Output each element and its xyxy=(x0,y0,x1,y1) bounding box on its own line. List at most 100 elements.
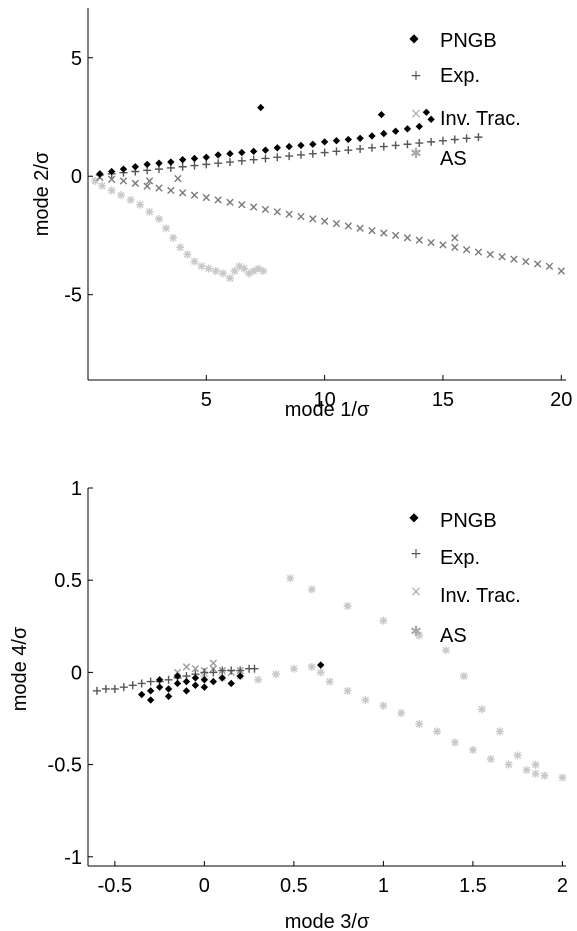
bottom-series-exp xyxy=(92,664,259,695)
bottom-point-as xyxy=(477,705,486,714)
bottom-point-as xyxy=(379,701,388,710)
top-point-pngb xyxy=(107,167,116,176)
top-point-exp xyxy=(237,156,246,165)
bottom-point-as xyxy=(558,773,567,782)
top-point-inv-trac xyxy=(107,175,116,184)
top-point-exp xyxy=(344,146,353,155)
top-point-inv-trac xyxy=(131,179,140,188)
bottom-point-pngb xyxy=(191,681,200,689)
top-point-pngb xyxy=(155,159,163,167)
top-point-pngb xyxy=(320,138,329,146)
top-point-exp xyxy=(214,159,223,168)
bottom-point-exp xyxy=(110,684,119,693)
bottom-point-exp xyxy=(101,684,110,693)
bottom-point-exp xyxy=(128,681,137,690)
top-series-pngb xyxy=(96,103,435,178)
bottom-point-exp xyxy=(250,664,259,673)
top-point-pngb xyxy=(119,165,128,173)
top-point-pngb xyxy=(368,132,376,140)
top-series-as xyxy=(91,176,268,283)
bottom-point-as xyxy=(325,677,334,686)
top-point-pngb xyxy=(344,135,352,144)
bottom-axes: -0.5 0 0.5 1 1.5 2 -1 -0.5 0 0.5 1 xyxy=(48,478,568,897)
bottom-x-tick-label: 2 xyxy=(557,875,568,897)
top-point-pngb xyxy=(202,153,210,161)
bottom-point-inv-trac xyxy=(191,665,200,673)
top-x-tick-label: 15 xyxy=(432,389,454,411)
top-legend-marker-exp: + xyxy=(410,68,422,84)
top-point-pngb xyxy=(427,115,435,124)
top-point-pngb xyxy=(356,134,364,142)
top-point-exp xyxy=(308,149,317,158)
top-point-exp xyxy=(178,162,187,171)
top-y-tick-label: 5 xyxy=(71,48,82,70)
top-legend-marker-inv: × xyxy=(410,106,422,122)
top-point-as xyxy=(240,264,249,273)
top-point-inv-trac xyxy=(155,184,163,192)
top-x-ticks: 5 10 15 20 xyxy=(201,375,572,411)
bottom-point-as xyxy=(271,670,280,679)
top-legend-marker-pngb: ◆ xyxy=(409,31,419,45)
top-series-inv-trac xyxy=(96,173,565,275)
top-point-inv-trac xyxy=(451,243,459,252)
top-point-inv-trac xyxy=(119,177,128,185)
top-point-exp xyxy=(450,135,459,144)
top-chart: 5 10 15 20 -5 0 5 mode 1/σ mode 2/σ ◆ PNGB + … xyxy=(31,8,572,421)
top-point-inv-trac xyxy=(427,238,435,247)
top-point-exp xyxy=(261,154,270,163)
bottom-x-tick-label: 1.5 xyxy=(459,875,487,897)
bottom-chart: -0.5 0 0.5 1 1.5 2 -1 -0.5 0 0.5 1 mode 3/σ mode … xyxy=(9,478,568,931)
bottom-point-exp xyxy=(209,668,218,677)
bottom-point-as xyxy=(343,602,352,611)
top-point-pngb xyxy=(273,144,281,152)
bottom-series-pngb xyxy=(138,661,325,704)
top-point-inv-trac xyxy=(344,222,352,230)
top-point-as xyxy=(91,176,100,185)
bottom-point-pngb xyxy=(317,661,325,669)
bottom-point-pngb xyxy=(209,677,217,686)
top-y-axis-label: mode 2/σ xyxy=(31,151,53,236)
top-point-exp xyxy=(379,142,388,151)
top-point-exp xyxy=(367,143,376,152)
bottom-point-as xyxy=(307,662,316,671)
top-point-as xyxy=(98,181,107,190)
top-point-inv-trac xyxy=(545,262,554,270)
top-point-pngb xyxy=(422,108,431,116)
top-point-exp xyxy=(356,144,365,153)
top-point-inv-trac xyxy=(557,267,565,275)
bottom-point-as xyxy=(442,646,451,655)
top-point-inv-trac xyxy=(415,236,423,244)
bottom-data-layer xyxy=(92,574,567,782)
bottom-point-pngb xyxy=(146,696,155,704)
bottom-y-axis-label: mode 4/σ xyxy=(9,626,31,711)
top-point-as xyxy=(197,262,206,271)
top-axes: 5 10 15 20 -5 0 5 xyxy=(64,8,572,411)
top-point-inv-trac xyxy=(143,182,151,190)
top-point-pngb xyxy=(214,151,222,159)
top-y-tick-label: -5 xyxy=(64,285,82,307)
top-point-pngb xyxy=(257,103,265,112)
top-point-inv-trac xyxy=(167,186,175,195)
bottom-point-exp xyxy=(146,677,155,686)
top-point-inv-trac xyxy=(202,193,211,202)
top-point-exp xyxy=(332,147,341,156)
bottom-legend-label-exp: Exp. xyxy=(440,547,480,569)
bottom-x-tick-label: 1 xyxy=(378,875,389,897)
bottom-point-as xyxy=(495,727,504,736)
top-point-exp xyxy=(391,141,400,150)
top-point-as xyxy=(162,224,171,233)
top-x-tick-label: 5 xyxy=(201,389,212,411)
top-legend-marker-as: ✱ xyxy=(410,146,422,162)
bottom-point-as xyxy=(451,738,460,747)
top-point-exp xyxy=(462,134,471,143)
bottom-point-as xyxy=(540,771,549,780)
top-point-pngb xyxy=(380,129,388,138)
top-point-inv-trac xyxy=(391,231,400,240)
top-point-exp xyxy=(296,150,305,159)
top-y-ticks: -5 0 5 xyxy=(64,48,93,307)
top-point-inv-trac xyxy=(486,250,494,259)
bottom-point-exp xyxy=(92,686,101,695)
top-point-inv-trac xyxy=(462,245,471,254)
top-point-exp xyxy=(249,155,258,164)
top-point-inv-trac xyxy=(145,177,154,185)
